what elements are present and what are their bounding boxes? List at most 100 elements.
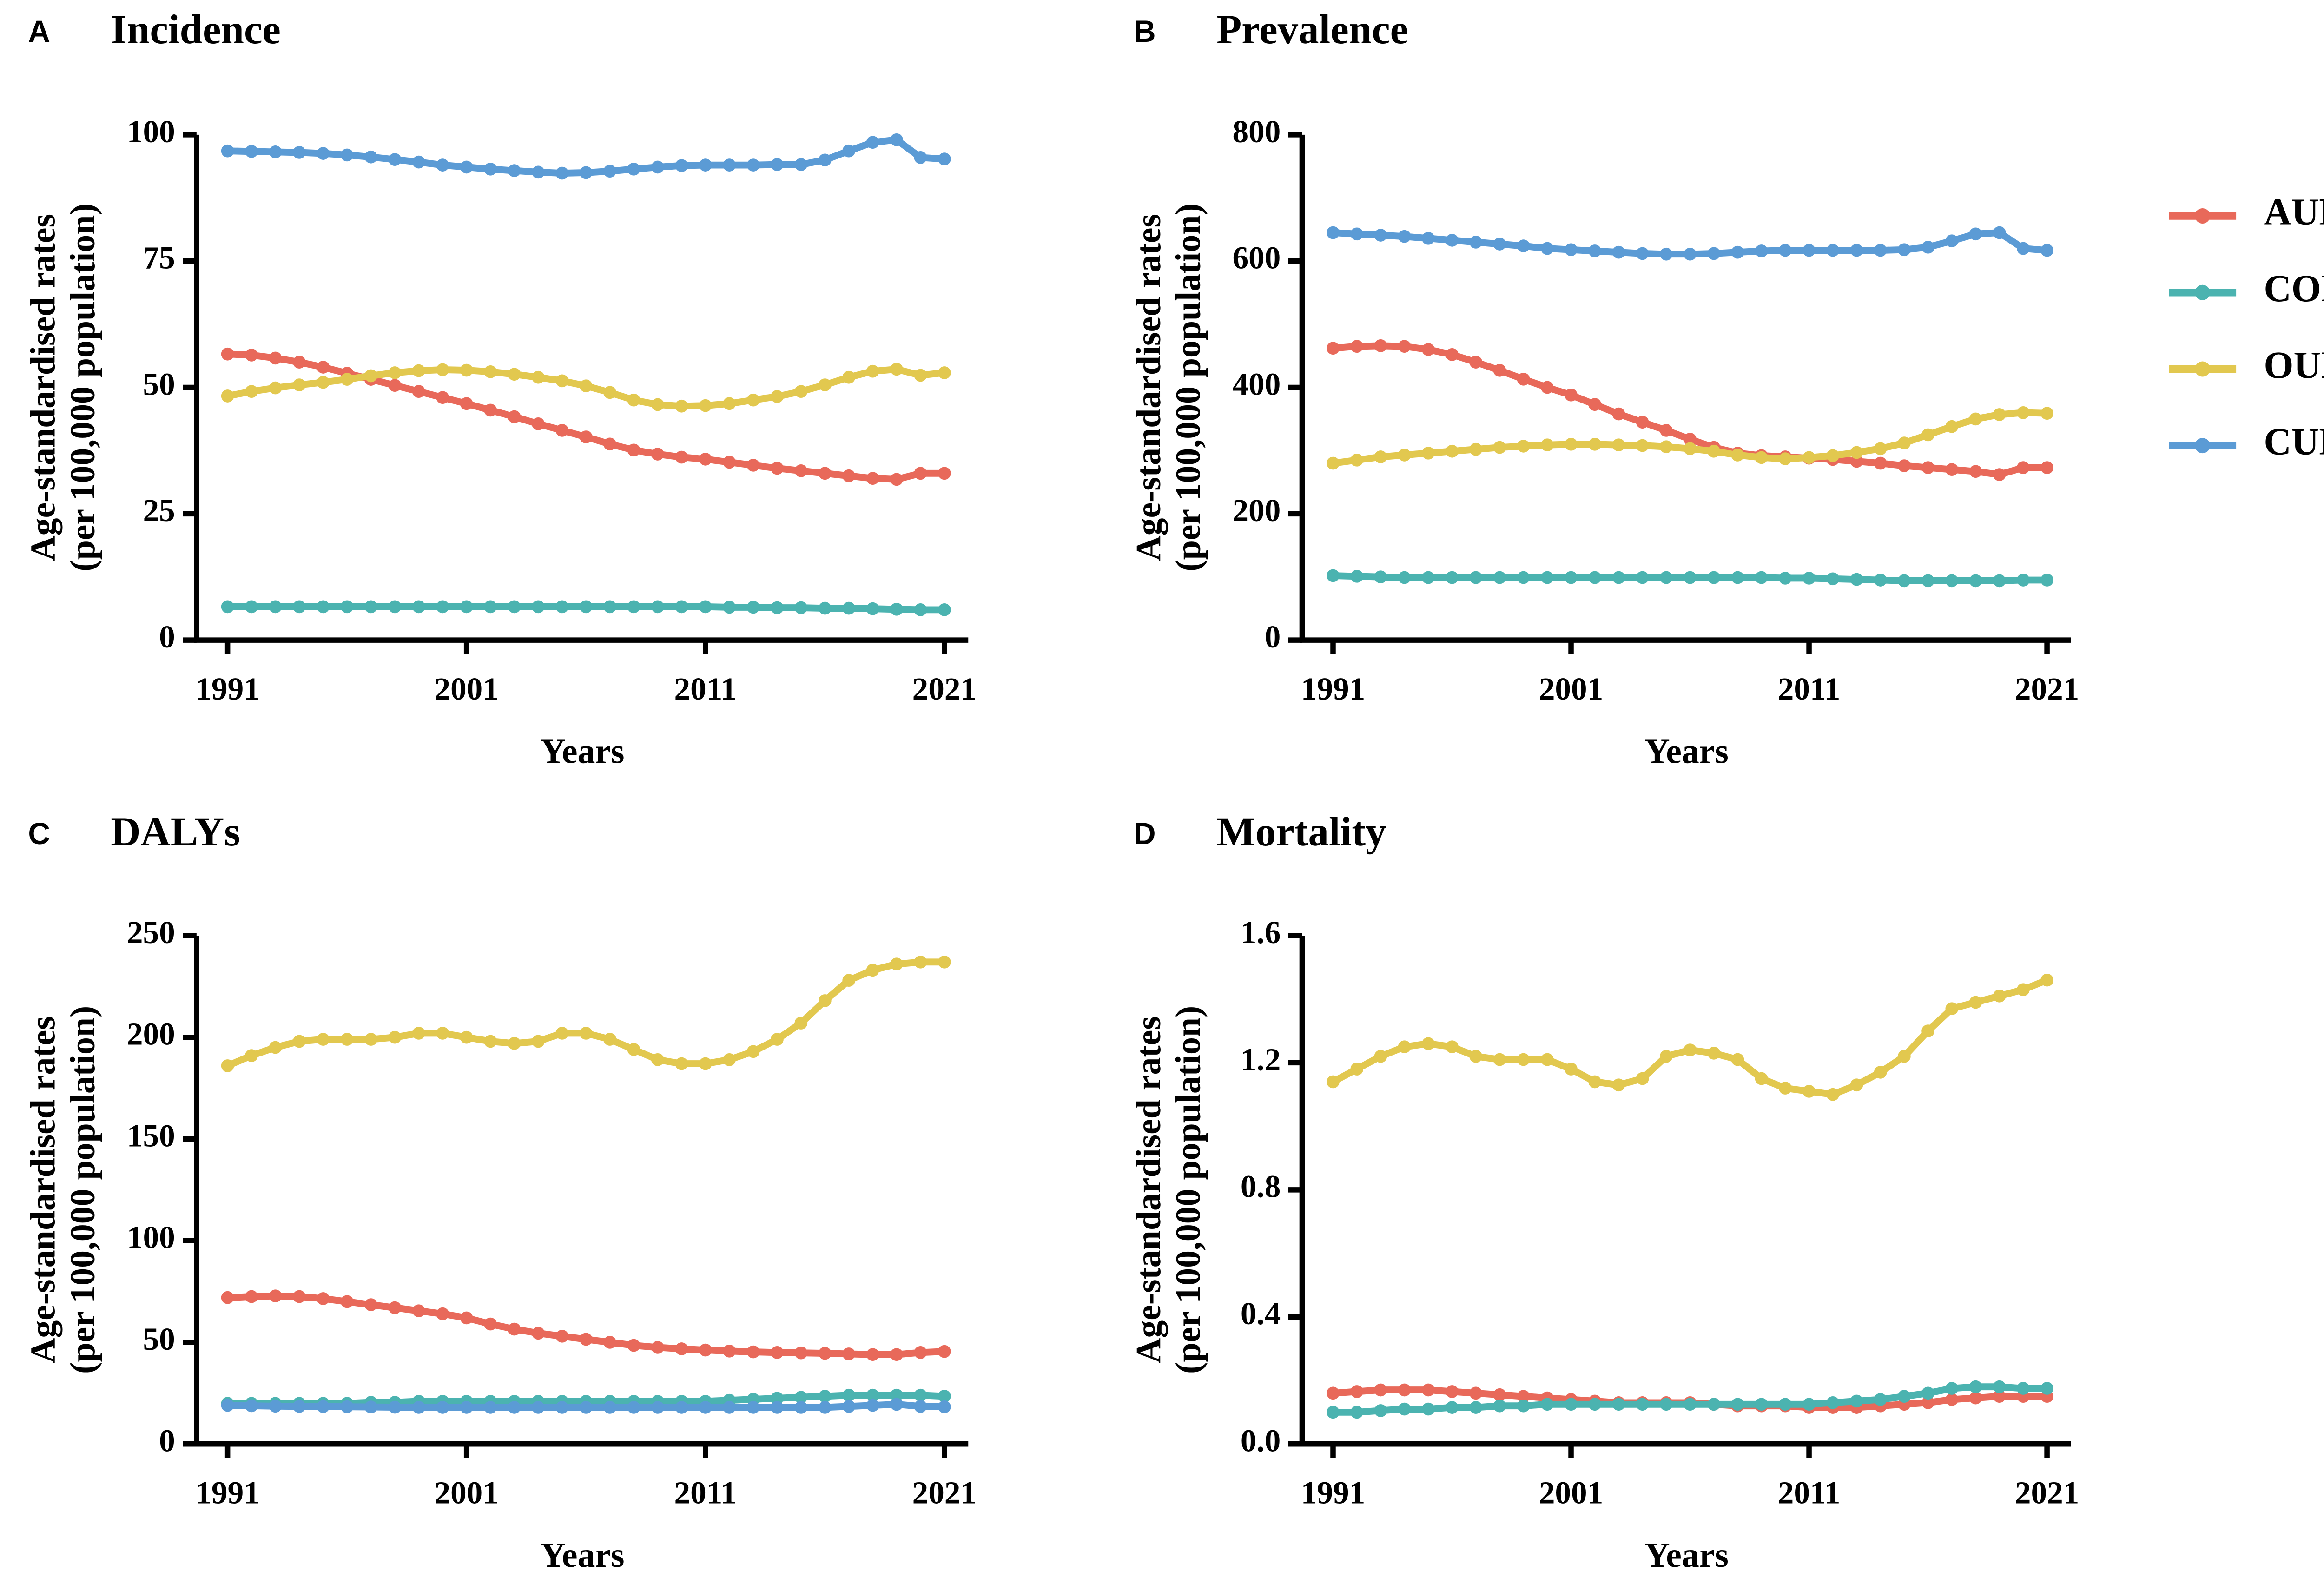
- x-tick-label: 2011: [1778, 671, 1841, 706]
- data-point: [771, 1392, 784, 1405]
- data-point: [1636, 1072, 1649, 1085]
- x-tick-label: 1991: [195, 1475, 259, 1511]
- data-point: [555, 1401, 569, 1414]
- data-point: [1660, 247, 1673, 261]
- data-point: [1350, 227, 1364, 241]
- data-point: [1374, 339, 1387, 352]
- data-point: [1612, 571, 1625, 584]
- x-tick-label: 2021: [2015, 671, 2079, 706]
- data-point: [794, 158, 808, 171]
- data-point: [460, 397, 473, 410]
- data-point: [1755, 1072, 1768, 1085]
- data-point: [460, 363, 473, 377]
- data-point: [1707, 1398, 1721, 1411]
- x-tick-label: 2001: [1539, 1475, 1603, 1511]
- data-point: [412, 600, 425, 614]
- data-point: [603, 600, 616, 614]
- data-point: [1969, 1380, 1982, 1393]
- data-point: [1327, 1406, 1340, 1419]
- y-axis-label: Age-standardised rates (per 100,000 popul…: [23, 1006, 102, 1374]
- data-point: [1612, 1398, 1625, 1411]
- data-point: [1969, 996, 1982, 1009]
- data-point: [794, 1401, 808, 1414]
- data-point: [1374, 1383, 1387, 1397]
- data-point: [436, 600, 449, 614]
- data-point: [1898, 574, 1911, 588]
- data-point: [866, 136, 879, 149]
- data-point: [1398, 230, 1411, 243]
- data-point: [1898, 243, 1911, 257]
- data-point: [771, 601, 784, 614]
- data-point: [364, 150, 377, 164]
- data-point: [1446, 1401, 1459, 1414]
- data-point: [1969, 412, 1982, 426]
- data-point: [2017, 242, 2030, 255]
- chart-title: Prevalence: [1216, 7, 1408, 53]
- data-point: [723, 1053, 736, 1066]
- data-point: [1327, 342, 1340, 355]
- data-point: [675, 1342, 688, 1355]
- data-point: [436, 1307, 449, 1320]
- data-point: [842, 1400, 856, 1413]
- data-point: [1779, 1082, 1792, 1095]
- legend-label: OUDs: [2264, 344, 2324, 386]
- data-point: [746, 1345, 760, 1359]
- data-point: [723, 456, 736, 469]
- data-point: [1779, 244, 1792, 257]
- data-point: [1588, 244, 1602, 257]
- y-tick-label: 0.8: [1241, 1168, 1281, 1204]
- y-axis-label-line: (per 100,000 population): [1169, 1006, 1208, 1374]
- data-point: [938, 366, 951, 379]
- data-point: [1588, 1398, 1602, 1411]
- data-point: [1731, 245, 1744, 259]
- data-point: [938, 1345, 951, 1358]
- data-point: [1921, 574, 1934, 588]
- data-point: [1517, 373, 1530, 386]
- data-point: [842, 469, 856, 482]
- data-point: [651, 160, 664, 174]
- data-point: [579, 600, 593, 614]
- data-point: [1898, 436, 1911, 449]
- data-point: [508, 1036, 521, 1050]
- data-point: [532, 370, 545, 384]
- x-tick-label: 2021: [2015, 1475, 2079, 1511]
- data-point: [460, 1311, 473, 1325]
- data-point: [1612, 438, 1625, 452]
- data-point: [866, 964, 879, 977]
- data-point: [1755, 571, 1768, 584]
- data-point: [388, 1301, 402, 1314]
- data-point: [293, 1290, 306, 1303]
- data-point: [1327, 569, 1340, 582]
- x-axis-label: Years: [1644, 732, 1729, 771]
- legend-label: CUDs: [2264, 421, 2324, 463]
- y-tick-label: 150: [127, 1117, 175, 1153]
- data-point: [1446, 444, 1459, 458]
- y-tick-label: 600: [1233, 240, 1281, 276]
- chart-title: DALYs: [111, 809, 240, 855]
- data-point: [388, 366, 402, 379]
- x-axis-label: Years: [541, 1536, 625, 1575]
- x-tick-label: 2011: [674, 671, 737, 706]
- data-point: [484, 1035, 497, 1048]
- x-tick-label: 1991: [1301, 1475, 1365, 1511]
- data-point: [699, 399, 712, 412]
- y-tick-label: 200: [127, 1016, 175, 1052]
- data-point: [1850, 244, 1863, 257]
- data-point: [746, 1401, 760, 1414]
- data-point: [1898, 1390, 1911, 1403]
- data-point: [245, 385, 258, 398]
- data-point: [532, 600, 545, 614]
- data-point: [245, 145, 258, 158]
- data-point: [1421, 1383, 1435, 1397]
- data-point: [245, 1290, 258, 1303]
- data-point: [675, 399, 688, 413]
- data-point: [1588, 571, 1602, 584]
- data-point: [2040, 407, 2053, 420]
- data-point: [1588, 1075, 1602, 1089]
- data-point: [746, 1045, 760, 1058]
- data-point: [1517, 239, 1530, 252]
- legend-marker: [2195, 284, 2211, 300]
- data-point: [1826, 572, 1840, 586]
